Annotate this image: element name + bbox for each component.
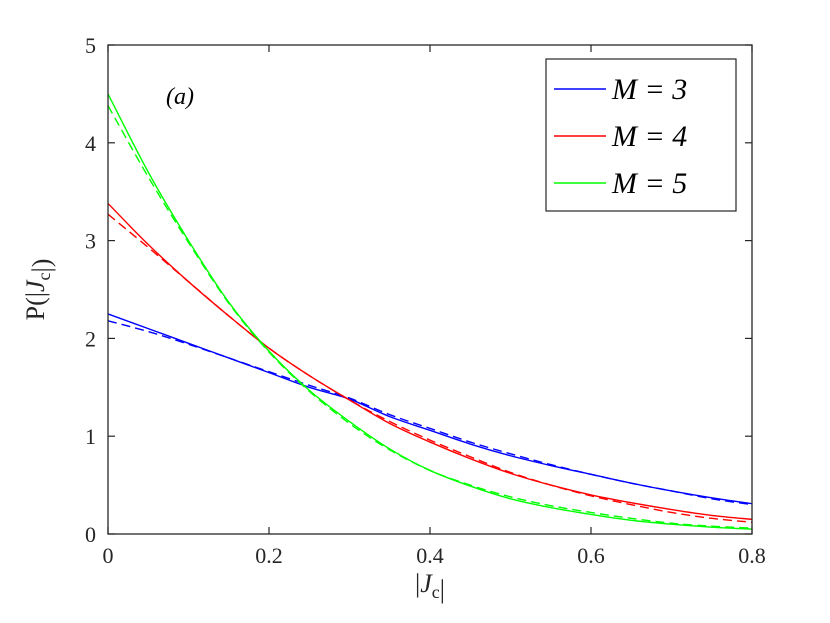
x-tick-label: 0 [103,543,114,568]
y-tick-label: 3 [85,229,96,254]
legend-label: M = 5 [611,167,687,200]
x-axis-label-text: |Jc| [415,569,445,604]
x-axis-label-text-text: | [415,569,420,598]
y-axis-label: P(|Jc|) [21,259,56,321]
y-axis-label-text-text: P(| [21,292,50,320]
y-tick-label: 5 [85,33,96,58]
x-axis-label-text-subscript: c [432,582,440,602]
legend-box [545,58,737,212]
y-tick-label: 1 [85,424,96,449]
legend: M = 3 M = 4 M = 5 [545,58,737,212]
legend-label: M = 3 [611,73,687,106]
series-layer [107,93,753,530]
x-axis-label: |Jc| [415,569,445,604]
series-line-m-3-dashed [107,320,753,506]
y-axis-label-text-text: |) [27,259,56,273]
x-tick-label: 0.8 [738,543,766,568]
x-axis-label-text-symbol: J [420,569,433,598]
x-tick-label: 0.2 [255,543,283,568]
ticks-layer: 0 0.2 0.4 0.6 0.8 0 1 2 3 4 5 [85,33,766,568]
series-line-m-5-dashed [107,105,753,529]
x-tick-label: 0.6 [577,543,605,568]
y-axis-label-text-symbol: J [21,279,50,292]
legend-label: M = 4 [611,120,687,153]
y-tick-label: 0 [85,522,96,547]
x-axis-label-text-text: | [440,575,445,604]
y-axis-label-text: P(|Jc|) [21,259,56,321]
y-tick-label: 2 [85,326,96,351]
panel-label: (a) [166,84,194,110]
series-line-m-4-dashed [107,213,753,523]
y-axis-label-text-subscript: c [34,273,54,281]
x-tick-label: 0.4 [416,543,444,568]
y-tick-label: 4 [85,131,96,156]
